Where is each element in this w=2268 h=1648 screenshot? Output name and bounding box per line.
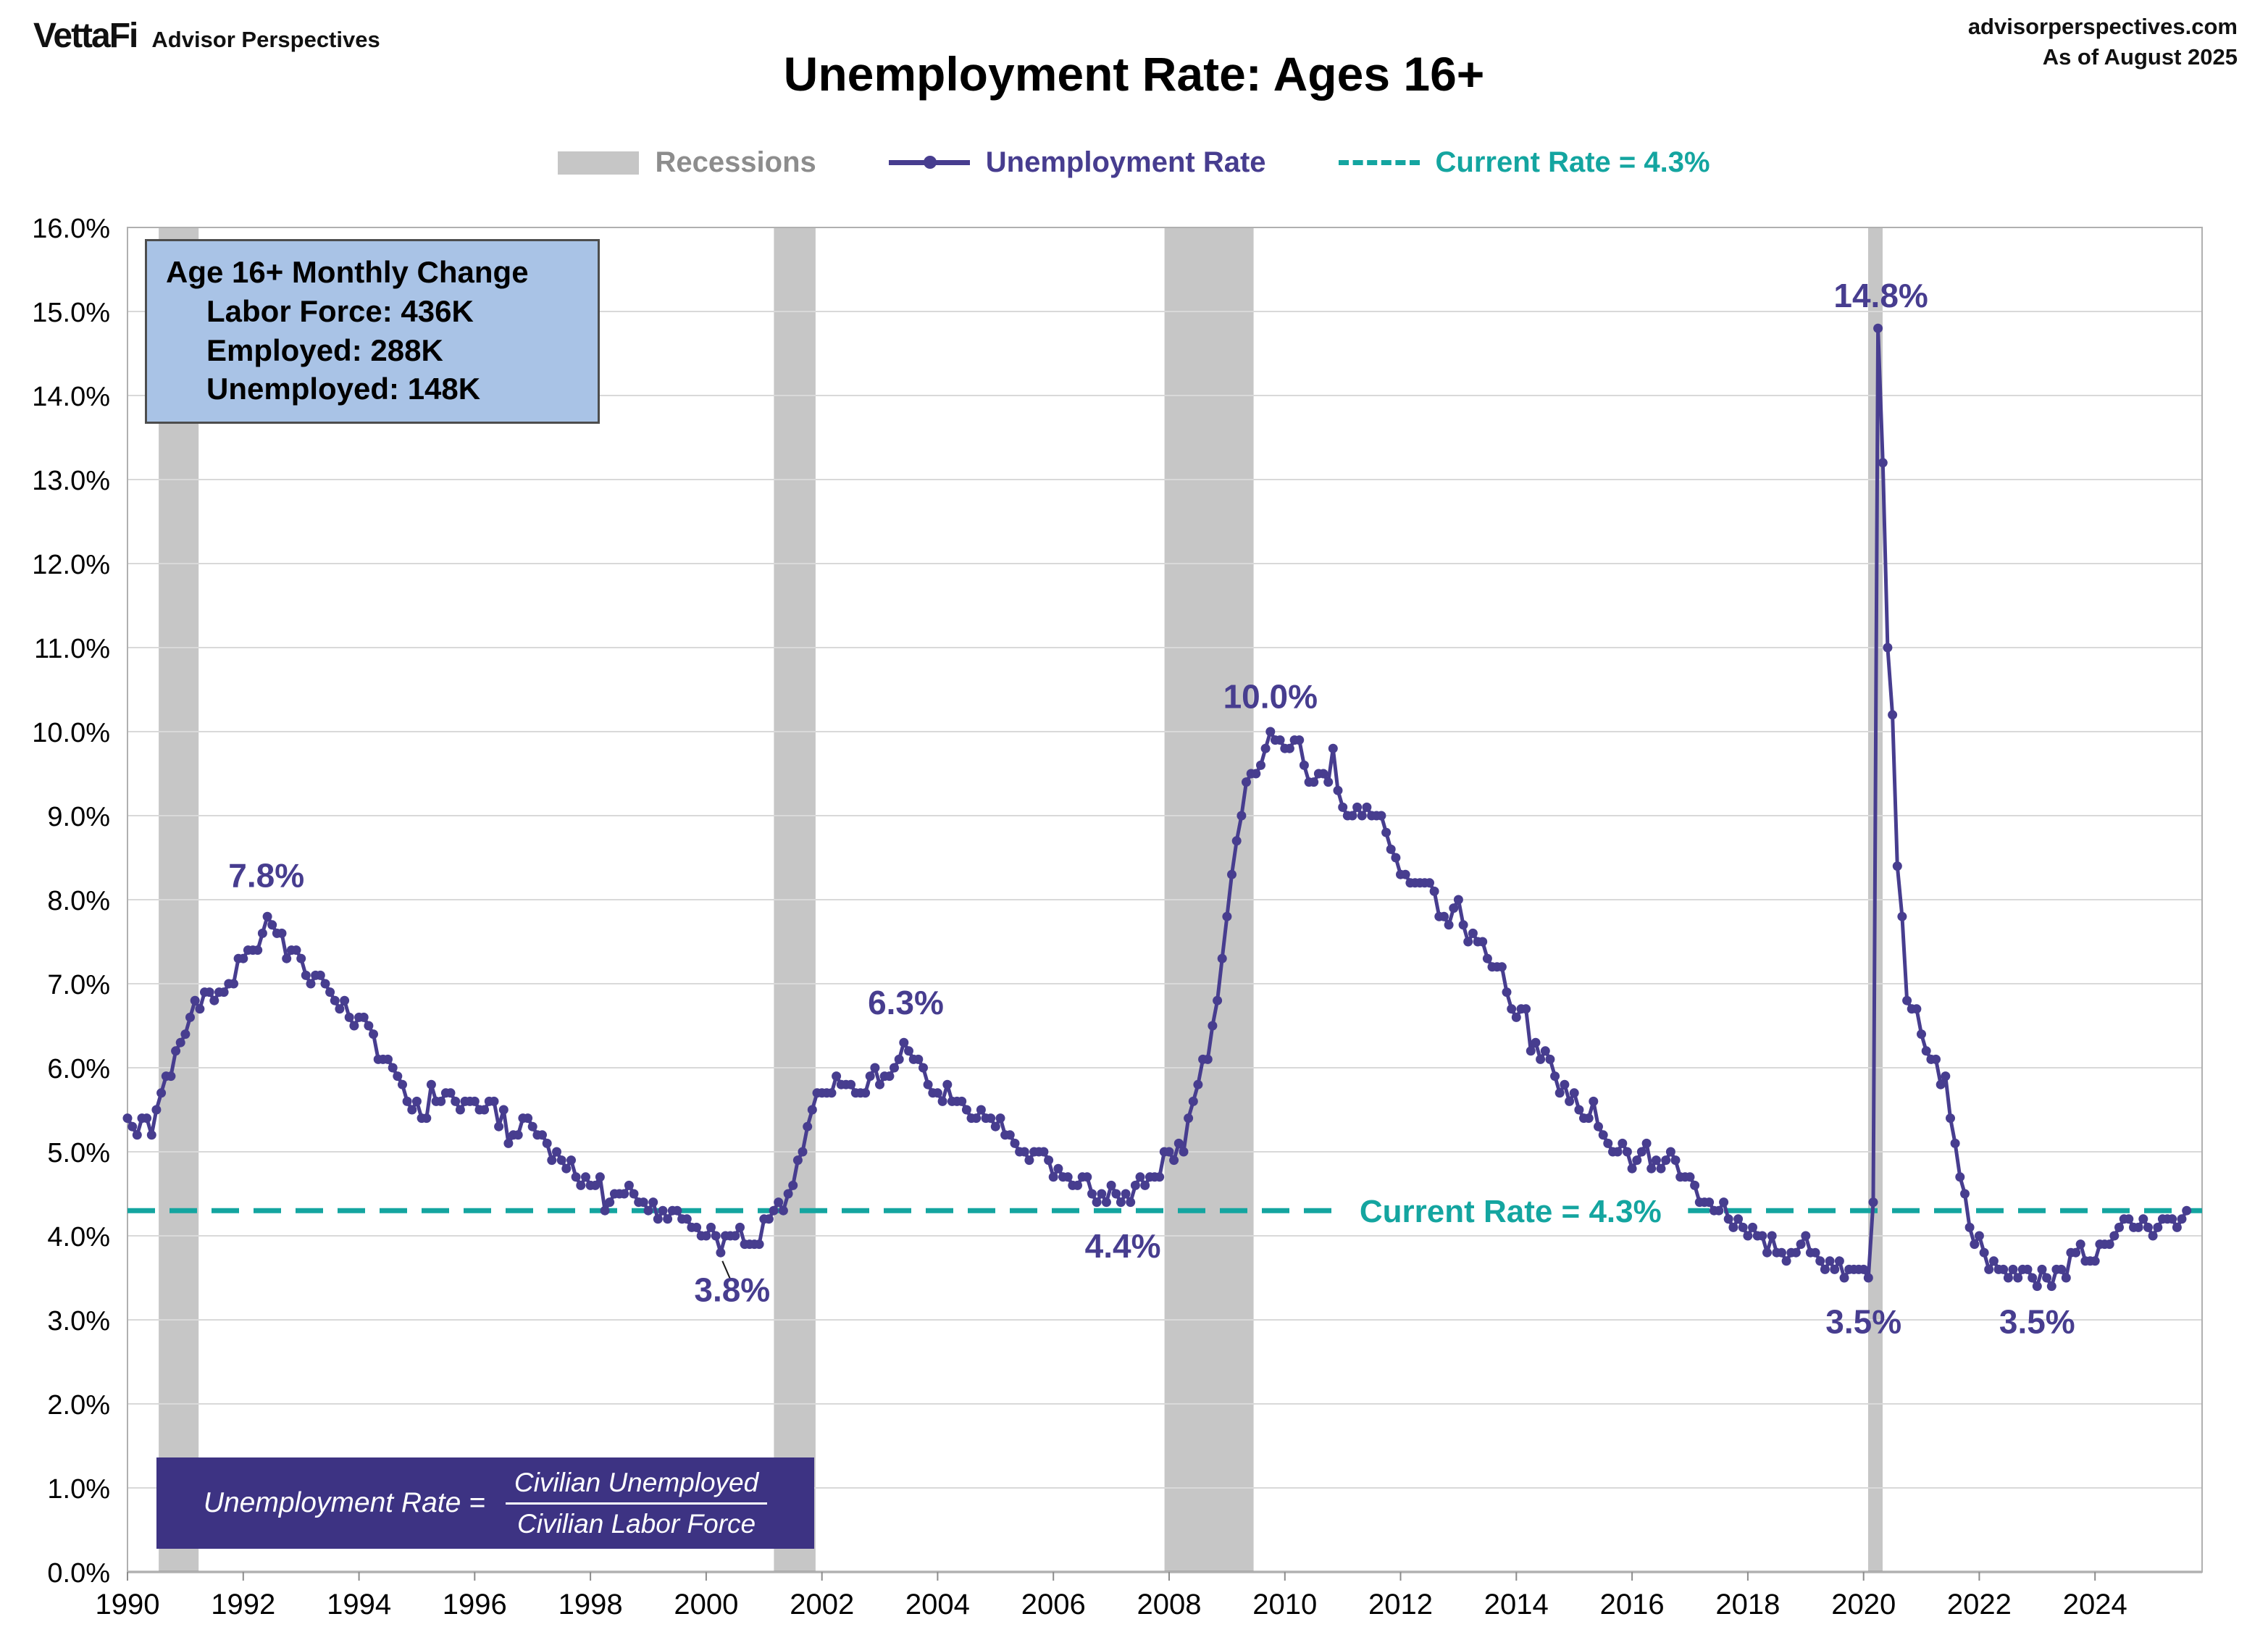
formula-fraction: Civilian Unemployed Civilian Labor Force <box>505 1468 768 1539</box>
svg-text:2022: 2022 <box>1947 1589 2012 1620</box>
source-block: advisorperspectives.com As of August 202… <box>1968 12 2238 72</box>
legend-item-unemployment-rate: Unemployment Rate <box>888 146 1266 179</box>
svg-text:2012: 2012 <box>1368 1589 1433 1620</box>
brand-header: VettaFi Advisor Perspectives <box>33 16 380 56</box>
data-label: 14.8% <box>1833 277 1928 314</box>
data-label: 3.5% <box>1999 1303 2075 1341</box>
svg-text:7.0%: 7.0% <box>47 970 110 1000</box>
info-labor-force: Labor Force: 436K <box>206 293 474 328</box>
dashed-line-swatch-icon <box>1338 160 1420 165</box>
svg-text:2020: 2020 <box>1831 1589 1896 1620</box>
svg-text:3.0%: 3.0% <box>47 1306 110 1337</box>
svg-text:0.0%: 0.0% <box>47 1558 110 1589</box>
data-label: 4.4% <box>1085 1227 1161 1265</box>
svg-text:Current Rate = 4.3%: Current Rate = 4.3% <box>1360 1194 1662 1229</box>
svg-text:1994: 1994 <box>327 1589 391 1620</box>
info-employed: Employed: 288K <box>206 332 443 367</box>
line-marker-icon <box>923 156 937 169</box>
legend-item-current-rate: Current Rate = 4.3% <box>1338 146 1710 179</box>
svg-text:2018: 2018 <box>1715 1589 1780 1620</box>
vettafi-logo: VettaFi <box>33 17 138 55</box>
info-box-title: Age 16+ Monthly Change <box>166 255 529 289</box>
svg-text:2000: 2000 <box>674 1589 738 1620</box>
legend-current-rate-label: Current Rate = 4.3% <box>1435 146 1710 178</box>
svg-text:6.0%: 6.0% <box>47 1054 110 1084</box>
svg-text:16.0%: 16.0% <box>32 214 110 244</box>
monthly-change-info-box: Age 16+ Monthly Change Labor Force: 436K… <box>145 239 600 424</box>
data-label: 6.3% <box>868 984 944 1021</box>
formula-denominator: Civilian Labor Force <box>517 1508 756 1539</box>
x-axis-labels: 1990 1992 1994 1996 1998 2000 2002 2004 2006 2008… <box>96 1572 2127 1620</box>
annotations: 7.8% 3.8% 6.3% 4.4% 10.0% 14.8% 3.5% 3.5% <box>228 277 2075 1340</box>
svg-text:2002: 2002 <box>790 1589 854 1620</box>
formula-box: Unemployment Rate = Civilian Unemployed … <box>156 1457 814 1549</box>
svg-text:5.0%: 5.0% <box>47 1138 110 1168</box>
legend: Recessions Unemployment Rate Current Rat… <box>0 146 2268 179</box>
svg-text:2010: 2010 <box>1252 1589 1317 1620</box>
data-label: 3.5% <box>1825 1303 1901 1341</box>
recession-swatch-icon <box>558 151 640 175</box>
svg-text:10.0%: 10.0% <box>32 718 110 748</box>
page-title: Unemployment Rate: Ages 16+ <box>783 47 1485 101</box>
line-swatch-icon <box>888 156 970 169</box>
legend-recessions-label: Recessions <box>655 146 816 178</box>
svg-text:9.0%: 9.0% <box>47 802 110 832</box>
current-rate-label: Current Rate = 4.3% <box>1333 1187 1689 1234</box>
svg-text:2006: 2006 <box>1021 1589 1086 1620</box>
svg-text:15.0%: 15.0% <box>32 298 110 328</box>
formula-lhs: Unemployment Rate = <box>203 1487 485 1518</box>
svg-text:11.0%: 11.0% <box>34 634 110 664</box>
svg-text:2.0%: 2.0% <box>47 1390 110 1421</box>
svg-text:2004: 2004 <box>905 1589 970 1620</box>
data-label: 3.8% <box>694 1271 770 1309</box>
svg-text:4.0%: 4.0% <box>47 1222 110 1252</box>
svg-text:2016: 2016 <box>1600 1589 1665 1620</box>
svg-text:2014: 2014 <box>1484 1589 1549 1620</box>
svg-text:1990: 1990 <box>96 1589 160 1620</box>
svg-text:1998: 1998 <box>558 1589 623 1620</box>
svg-text:2008: 2008 <box>1137 1589 1202 1620</box>
brand-subtitle: Advisor Perspectives <box>151 27 380 52</box>
svg-text:12.0%: 12.0% <box>32 550 110 580</box>
svg-text:8.0%: 8.0% <box>47 886 110 916</box>
as-of-date: As of August 2025 <box>2042 43 2238 70</box>
svg-text:1.0%: 1.0% <box>47 1474 110 1505</box>
plot-border <box>127 227 2203 1573</box>
data-label: 10.0% <box>1223 678 1318 716</box>
formula-numerator: Civilian Unemployed <box>505 1468 768 1505</box>
svg-text:14.0%: 14.0% <box>32 382 110 412</box>
svg-text:2024: 2024 <box>2063 1589 2127 1620</box>
source-site: advisorperspectives.com <box>1967 14 2238 39</box>
data-label: 7.8% <box>228 857 304 895</box>
svg-text:1996: 1996 <box>443 1589 507 1620</box>
legend-item-recessions: Recessions <box>558 146 816 179</box>
svg-text:1992: 1992 <box>211 1589 275 1620</box>
svg-text:13.0%: 13.0% <box>32 466 110 496</box>
info-unemployed: Unemployed: 148K <box>206 372 481 406</box>
legend-series-label: Unemployment Rate <box>985 146 1266 178</box>
unemployment-series <box>122 323 2192 1292</box>
y-axis-labels: 0.0% 1.0% 2.0% 3.0% 4.0% 5.0% 6.0% 7.0% 8.0% 9.0%… <box>32 214 110 1589</box>
